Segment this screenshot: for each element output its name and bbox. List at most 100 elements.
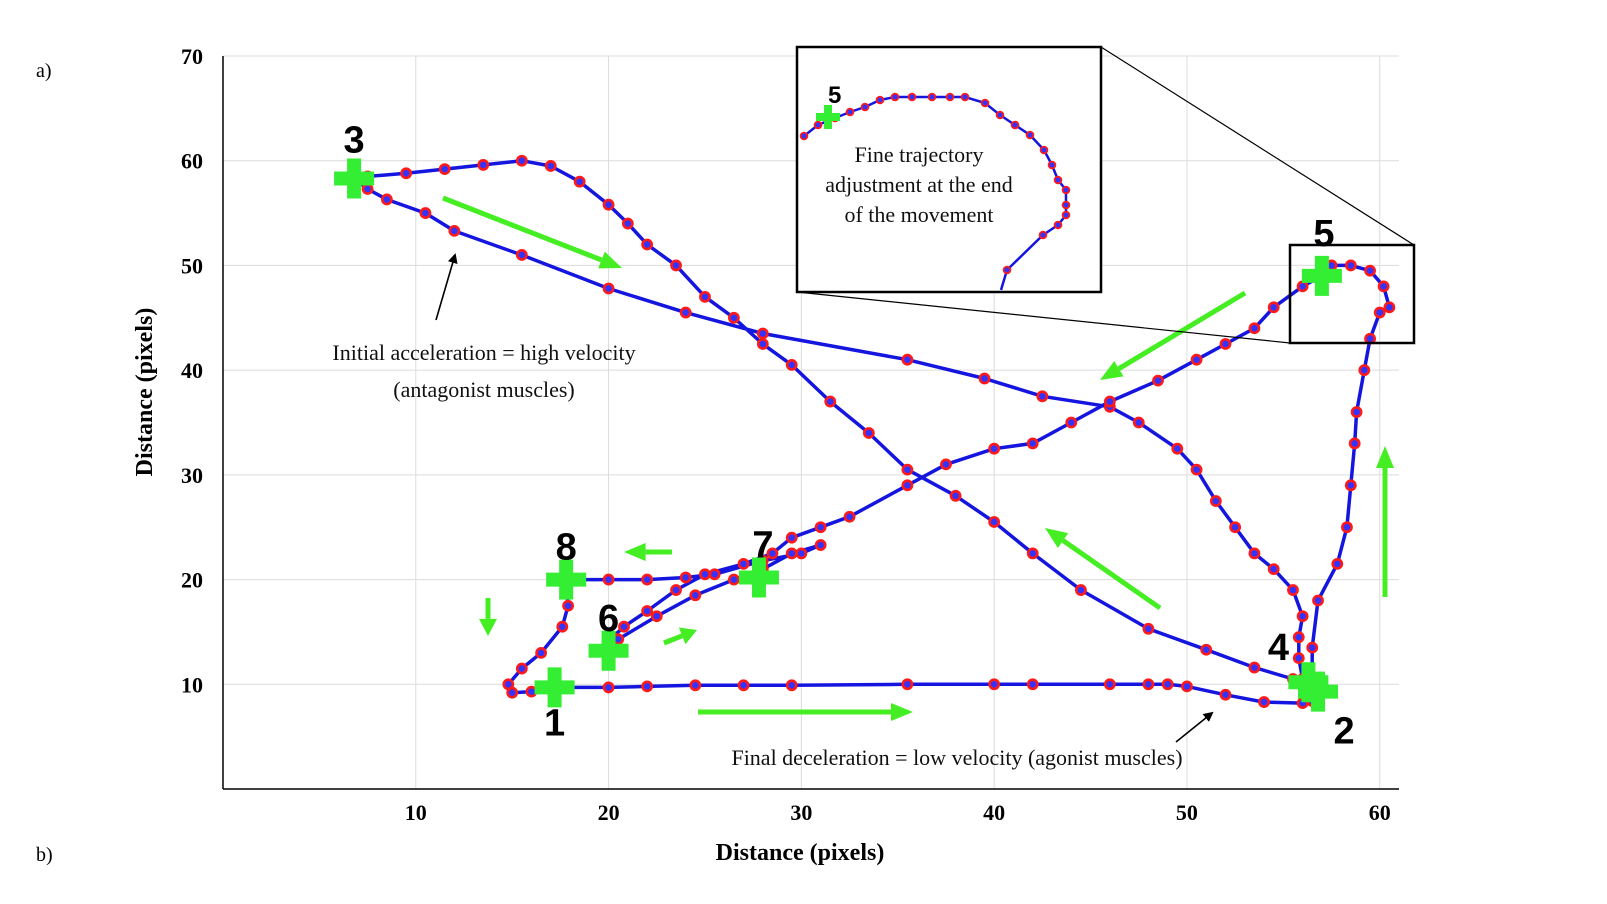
y-tick-label: 40: [181, 358, 203, 383]
inset-sample-point: [1047, 160, 1057, 170]
inset-sample-point: [1002, 265, 1012, 275]
sample-point: [1075, 584, 1087, 596]
y-tick-label: 70: [181, 44, 203, 69]
sample-point: [1026, 437, 1039, 450]
inset-sample-point: [813, 120, 823, 130]
sample-point: [1364, 264, 1376, 277]
sample-point: [795, 547, 808, 560]
sample-point: [824, 395, 837, 408]
inset-sample-point: [980, 98, 990, 108]
sample-point: [901, 678, 914, 691]
sample-point: [1258, 696, 1270, 708]
position-marker-label: 7: [752, 524, 773, 566]
sample-point: [556, 620, 569, 633]
annotation-initial-line1: Initial acceleration = high velocity: [332, 340, 635, 365]
sample-point: [618, 620, 630, 633]
sample-point: [641, 238, 654, 251]
sample-point: [1103, 395, 1116, 408]
sample-point: [1248, 322, 1261, 335]
sample-point: [573, 175, 586, 188]
sample-point: [1248, 547, 1261, 560]
sample-point: [679, 571, 692, 584]
tick-labels: 10 20 30 40 50 60 10 20 30 40 50 60 70: [181, 44, 1391, 825]
inset-sample-point: [860, 102, 870, 112]
direction-arrow-shaft: [1061, 538, 1162, 611]
inset-sample-point: [1061, 200, 1071, 210]
inset-sample-point: [1039, 145, 1049, 155]
sample-point: [737, 679, 750, 692]
sample-point: [901, 479, 914, 492]
x-tick-label: 10: [405, 800, 427, 825]
x-tick-label: 50: [1176, 800, 1198, 825]
sample-point: [1161, 678, 1174, 691]
direction-arrow-head: [1045, 528, 1069, 548]
sample-point: [689, 589, 702, 602]
sample-point: [438, 163, 451, 175]
axes: [222, 56, 1399, 790]
sample-point: [1132, 416, 1145, 429]
sample-point: [1229, 521, 1242, 534]
sample-point: [1341, 521, 1353, 534]
sample-point: [727, 573, 740, 586]
sample-point: [670, 584, 682, 596]
sample-point: [1377, 280, 1390, 293]
inset-sample-point: [1053, 175, 1063, 185]
sample-point: [641, 680, 654, 693]
direction-arrow-shaft: [1117, 290, 1247, 371]
sample-point: [1190, 353, 1203, 366]
sample-point: [814, 539, 827, 551]
inset-sample-point: [890, 92, 900, 102]
sample-point: [1219, 338, 1232, 350]
sample-point: [1296, 280, 1309, 293]
sample-point: [1344, 479, 1357, 492]
inset-text-line2: adjustment at the end: [825, 172, 1013, 197]
position-marker-label: 8: [556, 527, 577, 569]
sample-point: [1026, 547, 1039, 560]
sample-point: [1373, 306, 1386, 319]
position-marker-label: 4: [1268, 627, 1289, 669]
direction-arrow-shaft: [442, 195, 603, 263]
sample-point: [477, 159, 490, 171]
sample-point: [862, 427, 875, 439]
position-markers: 1 2 3 4 5 6 7 8: [334, 120, 1355, 753]
position-marker-cross: [738, 557, 779, 598]
sample-point: [1306, 641, 1319, 654]
sample-point: [400, 167, 413, 180]
sample-point: [1209, 495, 1222, 507]
inset-sample-point: [927, 92, 937, 102]
y-tick-label: 50: [181, 253, 203, 278]
sample-point: [785, 679, 798, 692]
position-marker-label: 2: [1333, 711, 1354, 753]
sample-point: [708, 568, 721, 581]
inset-sample-point: [845, 107, 855, 117]
sample-point: [699, 568, 711, 581]
panel-label-b: b): [36, 844, 53, 866]
inset-text-line1: Fine trajectory: [855, 142, 984, 167]
sample-point: [1152, 374, 1164, 387]
sample-point: [766, 547, 779, 560]
position-marker-cross: [588, 630, 629, 671]
sample-point: [1350, 406, 1363, 418]
sample-point: [602, 573, 615, 586]
position-marker-cross: [1298, 671, 1339, 712]
position-marker-cross: [334, 158, 375, 199]
inset-sample-point: [1038, 230, 1048, 240]
sample-point: [1267, 563, 1280, 575]
x-tick-label: 40: [983, 800, 1005, 825]
sample-point: [515, 154, 528, 167]
sample-point: [988, 442, 1001, 455]
x-axis-label: Distance (pixels): [716, 840, 885, 866]
sample-point: [1219, 688, 1232, 701]
direction-arrow-head: [624, 543, 646, 561]
y-tick-label: 10: [181, 672, 203, 697]
inset-panel: 5 Fine trajectory adjustment at the end …: [795, 45, 1103, 294]
inset-marker-label: 5: [828, 82, 841, 109]
sample-point: [621, 217, 634, 230]
sample-point: [727, 311, 740, 324]
sample-point: [843, 510, 856, 523]
position-marker-label: 6: [598, 598, 619, 640]
sample-point: [756, 338, 769, 350]
inset-trajectory: [799, 92, 1071, 291]
sample-point: [1036, 390, 1049, 403]
y-tick-label: 60: [181, 149, 203, 174]
